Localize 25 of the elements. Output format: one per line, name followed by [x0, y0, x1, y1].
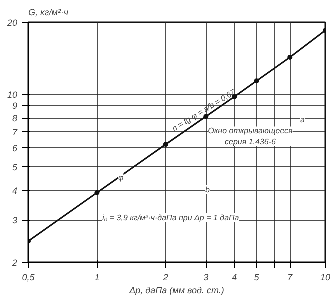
x-tick-label: 10	[320, 272, 331, 282]
x-tick-label: 3	[204, 272, 209, 282]
y-tick-label: 8	[12, 114, 18, 124]
y-tick-label: 7	[12, 127, 18, 138]
x-tick-label: 5	[254, 272, 260, 282]
y-tick-label: 5	[12, 162, 18, 172]
annotation: b	[206, 186, 210, 194]
y-tick-label: 2	[11, 258, 18, 268]
y-axis-title: G, кг/м²·ч	[28, 8, 69, 18]
y-tick-label: 20	[6, 18, 18, 28]
x-axis-title: Δp, даПа (мм вод. ст.)	[128, 286, 224, 296]
x-tick-label: 7	[288, 272, 294, 282]
y-tick-label: 6	[12, 143, 18, 154]
x-tick-label: 2	[162, 272, 168, 282]
y-tick-label: 10	[7, 90, 18, 100]
y-tick-label: 9	[12, 101, 18, 112]
y-tick-label: 4	[12, 186, 18, 196]
x-tick-label: 4	[232, 272, 238, 282]
annotation: a	[300, 116, 306, 124]
annotation: φ	[118, 174, 124, 182]
x-tick-label: 1	[94, 272, 100, 282]
annotation: i₀ = 3,9 кг/м²·ч·даПа при Δp = 1 даПа	[102, 214, 240, 222]
x-tick-label: 0,5	[22, 272, 36, 282]
y-tick-label: 3	[12, 216, 18, 226]
annotation: Окно открывающееся серия 1.436-6	[208, 126, 294, 146]
